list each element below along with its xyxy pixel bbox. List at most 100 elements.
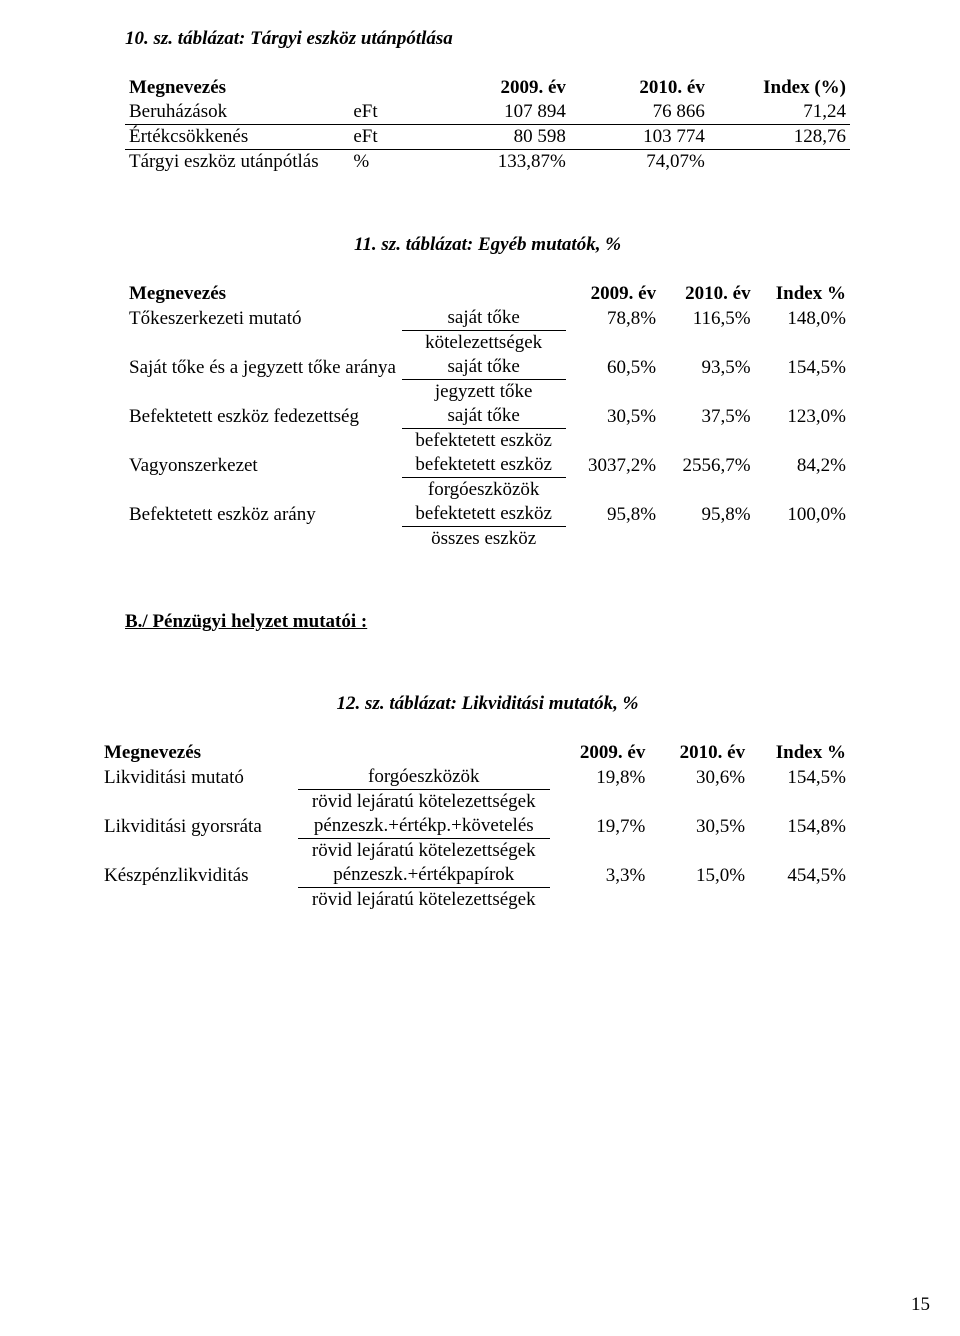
t12-h-label: Megnevezés <box>100 741 298 765</box>
cell: 454,5% <box>749 863 850 888</box>
table-row: Befektetett eszköz fedezettség saját tők… <box>125 404 850 429</box>
section-b-heading: B./ Pénzügyi helyzet mutatói : <box>125 611 850 633</box>
cell: befektetett eszköz <box>402 453 566 478</box>
cell: rövid lejáratú kötelezettségek <box>298 888 550 913</box>
t10-h-y2: 2010. év <box>570 76 709 100</box>
t12-h-y2: 2010. év <box>649 741 749 765</box>
table-row: Befektetett eszköz arány befektetett esz… <box>125 502 850 527</box>
cell: rövid lejáratú kötelezettségek <box>298 790 550 815</box>
cell: 128,76 <box>709 125 850 150</box>
cell: 3,3% <box>550 863 650 888</box>
cell: 71,24 <box>709 100 850 125</box>
cell: Tárgyi eszköz utánpótlás <box>125 150 349 175</box>
table-row: kötelezettségek <box>125 331 850 356</box>
table-row: Tőkeszerkezeti mutató saját tőke 78,8% 1… <box>125 306 850 331</box>
cell: Befektetett eszköz fedezettség <box>125 404 402 429</box>
table-row: forgóeszközök <box>125 478 850 503</box>
t11-h-y1: 2009. év <box>566 282 661 306</box>
cell: 148,0% <box>755 306 850 331</box>
t11-h-label: Megnevezés <box>125 282 402 306</box>
cell: 30,5% <box>566 404 661 429</box>
cell: 93,5% <box>660 355 755 380</box>
t11-h-idx: Index % <box>755 282 850 306</box>
t12-h-idx: Index % <box>749 741 850 765</box>
cell: forgóeszközök <box>298 765 550 790</box>
cell: Befektetett eszköz arány <box>125 502 402 527</box>
cell: Tőkeszerkezeti mutató <box>125 306 402 331</box>
cell: 78,8% <box>566 306 661 331</box>
table-row: rövid lejáratú kötelezettségek <box>100 839 850 864</box>
table12-title: 12. sz. táblázat: Likviditási mutatók, % <box>125 693 850 715</box>
cell: 19,8% <box>550 765 650 790</box>
table-row: Likviditási mutató forgóeszközök 19,8% 3… <box>100 765 850 790</box>
cell: 2556,7% <box>660 453 755 478</box>
cell: 95,8% <box>660 502 755 527</box>
cell: % <box>349 150 413 175</box>
t11-h-y2: 2010. év <box>660 282 755 306</box>
cell: jegyzett tőke <box>402 380 566 405</box>
table11: Megnevezés 2009. év 2010. év Index % Tők… <box>125 282 850 551</box>
cell: 76 866 <box>570 100 709 125</box>
cell: 103 774 <box>570 125 709 150</box>
t10-h-idx: Index (%) <box>709 76 850 100</box>
cell: 30,5% <box>649 814 749 839</box>
table-row: jegyzett tőke <box>125 380 850 405</box>
page-number: 15 <box>911 1294 930 1316</box>
table-row: Vagyonszerkezet befektetett eszköz 3037,… <box>125 453 850 478</box>
cell: befektetett eszköz <box>402 429 566 454</box>
cell: 30,6% <box>649 765 749 790</box>
cell: 74,07% <box>570 150 709 175</box>
cell: 60,5% <box>566 355 661 380</box>
cell: 3037,2% <box>566 453 661 478</box>
table-row: rövid lejáratú kötelezettségek <box>100 888 850 913</box>
table-row: Beruházások eFt 107 894 76 866 71,24 <box>125 100 850 125</box>
table-row: Saját tőke és a jegyzett tőke aránya saj… <box>125 355 850 380</box>
table-row: Értékcsökkenés eFt 80 598 103 774 128,76 <box>125 125 850 150</box>
cell: 154,8% <box>749 814 850 839</box>
cell: összes eszköz <box>402 527 566 552</box>
t12-h-y1: 2009. év <box>550 741 650 765</box>
cell: 154,5% <box>755 355 850 380</box>
cell: Likviditási gyorsráta <box>100 814 298 839</box>
table12: Megnevezés 2009. év 2010. év Index % Lik… <box>100 741 850 912</box>
cell: pénzeszk.+értékpapírok <box>298 863 550 888</box>
table-row: összes eszköz <box>125 527 850 552</box>
table11-header: Megnevezés 2009. év 2010. év Index % <box>125 282 850 306</box>
cell: Vagyonszerkezet <box>125 453 402 478</box>
cell: Készpénzlikviditás <box>100 863 298 888</box>
cell: 116,5% <box>660 306 755 331</box>
cell: pénzeszk.+értékp.+követelés <box>298 814 550 839</box>
cell: eFt <box>349 125 413 150</box>
cell: Saját tőke és a jegyzett tőke aránya <box>125 355 402 380</box>
cell: 80 598 <box>413 125 570 150</box>
cell: 84,2% <box>755 453 850 478</box>
table11-title: 11. sz. táblázat: Egyéb mutatók, % <box>125 234 850 256</box>
t10-h-label: Megnevezés <box>125 76 349 100</box>
cell: 15,0% <box>649 863 749 888</box>
table-row: befektetett eszköz <box>125 429 850 454</box>
t12-h-blank <box>298 741 550 765</box>
cell: saját tőke <box>402 306 566 331</box>
cell: rövid lejáratú kötelezettségek <box>298 839 550 864</box>
cell: forgóeszközök <box>402 478 566 503</box>
table-row: Készpénzlikviditás pénzeszk.+értékpapíro… <box>100 863 850 888</box>
cell: 107 894 <box>413 100 570 125</box>
cell: 100,0% <box>755 502 850 527</box>
cell: saját tőke <box>402 355 566 380</box>
cell: 37,5% <box>660 404 755 429</box>
table12-header: Megnevezés 2009. év 2010. év Index % <box>100 741 850 765</box>
table10: Megnevezés 2009. év 2010. év Index (%) B… <box>125 76 850 174</box>
cell: kötelezettségek <box>402 331 566 356</box>
cell: 123,0% <box>755 404 850 429</box>
cell <box>709 150 850 175</box>
cell: saját tőke <box>402 404 566 429</box>
document-page: 10. sz. táblázat: Tárgyi eszköz utánpótl… <box>0 0 960 1336</box>
t10-h-blank <box>349 76 413 100</box>
t10-h-y1: 2009. év <box>413 76 570 100</box>
table-row: rövid lejáratú kötelezettségek <box>100 790 850 815</box>
table10-title: 10. sz. táblázat: Tárgyi eszköz utánpótl… <box>125 28 850 50</box>
cell: Értékcsökkenés <box>125 125 349 150</box>
table-row: Likviditási gyorsráta pénzeszk.+értékp.+… <box>100 814 850 839</box>
table10-header: Megnevezés 2009. év 2010. év Index (%) <box>125 76 850 100</box>
cell: 95,8% <box>566 502 661 527</box>
